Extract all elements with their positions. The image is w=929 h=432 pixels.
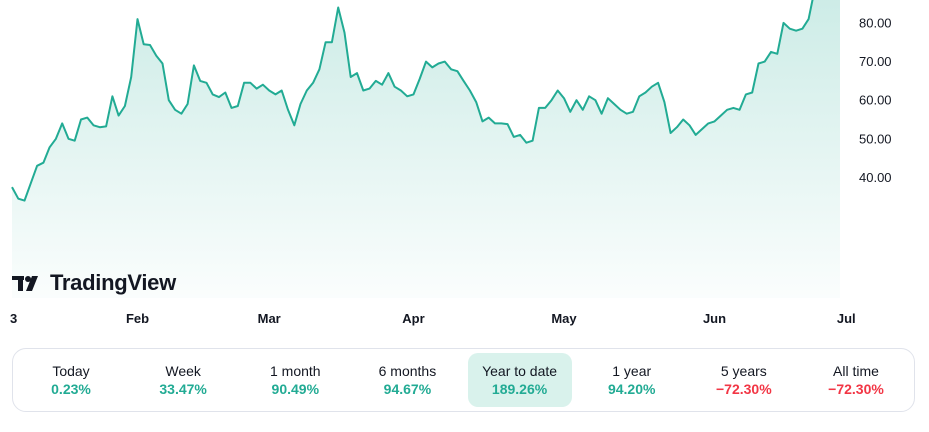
period-year-to-date[interactable]: Year to date 189.26% xyxy=(467,353,572,407)
period-value: 189.26% xyxy=(491,381,548,397)
period-value: −72.30% xyxy=(716,381,772,397)
period-label: Week xyxy=(165,363,201,379)
price-chart[interactable]: 100.0090.0080.0070.0060.0050.0040.00105.… xyxy=(0,0,929,340)
y-tick-label: 70.00 xyxy=(859,54,892,69)
brand-name: TradingView xyxy=(50,270,176,295)
period-label: 6 months xyxy=(378,363,437,379)
period-all-time[interactable]: All time −72.30% xyxy=(804,353,908,407)
chart-svg[interactable]: 100.0090.0080.0070.0060.0050.0040.00105.… xyxy=(0,0,929,340)
period-1-month[interactable]: 1 month 90.49% xyxy=(243,353,347,407)
x-tick-label: Jun xyxy=(703,311,726,326)
period-value: 94.67% xyxy=(383,381,432,397)
period-value: 90.49% xyxy=(271,381,320,397)
performance-periods: Today 0.23% Week 33.47% 1 month 90.49% 6… xyxy=(12,348,915,412)
x-tick-label: Mar xyxy=(258,311,281,326)
tradingview-logo-icon xyxy=(12,276,38,291)
period-value: 0.23% xyxy=(51,381,91,397)
x-tick-label: Feb xyxy=(126,311,149,326)
y-tick-label: 80.00 xyxy=(859,15,892,30)
x-tick-label: 3 xyxy=(10,311,17,326)
price-area xyxy=(12,0,840,298)
period-today[interactable]: Today 0.23% xyxy=(19,353,123,407)
x-tick-label: Apr xyxy=(402,311,424,326)
x-tick-label: Jul xyxy=(837,311,856,326)
period-week[interactable]: Week 33.47% xyxy=(131,353,235,407)
period-label: Today xyxy=(52,363,90,379)
period-value: 33.47% xyxy=(159,381,207,397)
period-label: 1 year xyxy=(612,363,652,379)
period-label: All time xyxy=(833,363,879,379)
price-line xyxy=(11,0,814,202)
period-1-year[interactable]: 1 year 94.20% xyxy=(580,353,684,407)
period-label: Year to date xyxy=(482,363,558,379)
tradingview-logo[interactable]: TradingView xyxy=(12,270,176,296)
period-6-months[interactable]: 6 months 94.67% xyxy=(355,353,459,407)
y-tick-label: 40.00 xyxy=(859,170,892,185)
y-tick-label: 60.00 xyxy=(859,93,892,108)
period-value: 94.20% xyxy=(607,381,656,397)
period-value: −72.30% xyxy=(828,381,884,397)
period-5-years[interactable]: 5 years −72.30% xyxy=(692,353,796,407)
period-label: 5 years xyxy=(720,363,767,379)
period-label: 1 month xyxy=(269,363,321,379)
x-tick-label: May xyxy=(551,311,577,326)
y-tick-label: 50.00 xyxy=(859,131,892,146)
